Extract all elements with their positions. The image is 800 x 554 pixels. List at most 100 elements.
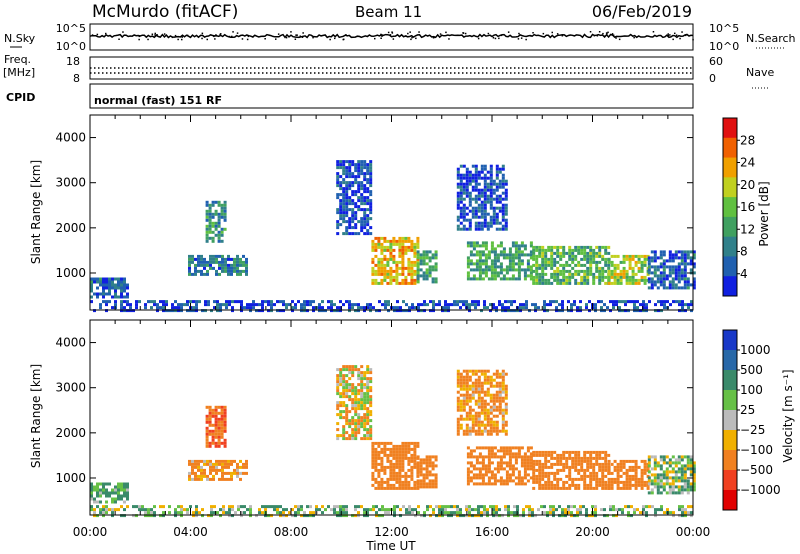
echo-cell xyxy=(258,309,261,313)
echo-cell xyxy=(369,309,372,313)
echo-cell xyxy=(681,508,684,512)
echo-cell xyxy=(456,375,460,379)
echo-cell xyxy=(624,300,627,304)
echo-cell xyxy=(683,259,687,263)
echo-cell xyxy=(245,465,248,469)
x-tick-label: 12:00 xyxy=(374,525,409,539)
echo-cell xyxy=(219,303,222,307)
echo-cell xyxy=(577,260,581,264)
echo-cell xyxy=(472,268,476,272)
echo-cell xyxy=(386,248,390,252)
echo-cell xyxy=(625,278,629,282)
echo-cell xyxy=(507,514,510,518)
echo-cell xyxy=(395,278,399,282)
echo-cell xyxy=(120,485,123,489)
echo-cell xyxy=(258,508,261,512)
echo-cell xyxy=(419,473,423,477)
echo-cell xyxy=(383,453,387,457)
echo-cell xyxy=(211,236,215,240)
echo-cell xyxy=(413,450,417,454)
echo-cell xyxy=(371,245,375,249)
echo-cell xyxy=(441,514,444,518)
echo-cell xyxy=(553,483,557,487)
noise-search-dot xyxy=(674,32,676,35)
echo-cell xyxy=(595,480,599,484)
echo-cell xyxy=(574,450,578,454)
echo-cell xyxy=(538,450,542,454)
echo-cell xyxy=(499,262,503,266)
echo-cell xyxy=(622,486,626,490)
echo-cell xyxy=(267,303,270,307)
echo-cell xyxy=(366,380,370,384)
echo-cell xyxy=(420,514,423,518)
echo-cell xyxy=(692,467,696,471)
echo-cell xyxy=(363,395,367,399)
echo-cell xyxy=(351,181,355,185)
echo-cell xyxy=(105,292,108,296)
echo-cell xyxy=(550,462,554,466)
echo-cell xyxy=(684,514,687,518)
echo-cell xyxy=(665,274,669,278)
echo-cell xyxy=(543,505,546,509)
echo-cell xyxy=(504,405,508,409)
echo-cell xyxy=(526,461,530,465)
echo-cell xyxy=(481,482,485,486)
echo-cell xyxy=(498,170,502,174)
x-tick-label: 16:00 xyxy=(475,525,510,539)
echo-cell xyxy=(523,452,527,456)
echo-cell xyxy=(456,203,460,207)
echo-cell xyxy=(339,309,342,313)
echo-cell xyxy=(550,281,554,285)
echo-cell xyxy=(538,477,542,481)
echo-cell xyxy=(416,280,420,284)
echo-cell xyxy=(514,455,518,459)
echo-cell xyxy=(505,476,509,480)
echo-cell xyxy=(622,465,626,469)
echo-cell xyxy=(438,505,441,509)
echo-cell xyxy=(553,257,557,261)
echo-cell xyxy=(574,456,578,460)
echo-cell xyxy=(366,398,370,402)
echo-cell xyxy=(380,245,384,249)
echo-cell xyxy=(607,468,611,472)
echo-cell xyxy=(345,229,349,233)
echo-cell xyxy=(481,476,485,480)
echo-cell xyxy=(686,482,690,486)
echo-cell xyxy=(604,453,608,457)
echo-cell xyxy=(677,470,681,474)
echo-cell xyxy=(416,242,420,246)
echo-cell xyxy=(398,260,402,264)
echo-cell xyxy=(419,253,423,257)
echo-cell xyxy=(645,303,648,307)
echo-cell xyxy=(577,462,581,466)
echo-cell xyxy=(456,396,460,400)
echo-cell xyxy=(336,404,340,408)
echo-cell xyxy=(357,205,361,209)
echo-cell xyxy=(165,300,168,304)
echo-cell xyxy=(345,214,349,218)
echo-cell xyxy=(211,438,215,442)
echo-cell xyxy=(471,215,475,219)
echo-cell xyxy=(392,248,396,252)
echo-cell xyxy=(99,482,102,486)
echo-cell xyxy=(369,193,373,197)
echo-cell xyxy=(354,422,358,426)
echo-cell xyxy=(653,271,657,275)
echo-cell xyxy=(495,372,499,376)
echo-cell xyxy=(538,278,542,282)
echo-cell xyxy=(601,483,605,487)
echo-cell xyxy=(413,248,417,252)
echo-cell xyxy=(532,248,536,252)
echo-cell xyxy=(223,411,227,415)
noise-search-dot xyxy=(409,31,411,33)
echo-cell xyxy=(425,274,429,278)
echo-cell xyxy=(647,286,651,290)
echo-cell xyxy=(194,269,197,273)
echo-cell xyxy=(692,256,696,260)
echo-cell xyxy=(215,462,218,466)
echo-cell xyxy=(468,179,472,183)
echo-cell xyxy=(535,272,539,276)
echo-cell xyxy=(507,508,510,512)
echo-cell xyxy=(680,253,684,257)
echo-cell xyxy=(490,241,494,245)
